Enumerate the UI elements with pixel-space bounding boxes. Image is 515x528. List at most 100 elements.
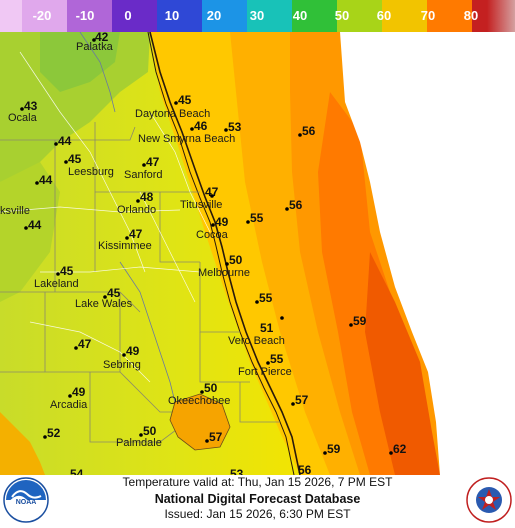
city-label-cocoa: Cocoa	[196, 229, 229, 241]
temp-value: 54	[70, 467, 84, 475]
temp-value: 50	[143, 424, 157, 438]
city-label-daytona-beach: Daytona Beach	[135, 108, 210, 120]
noaa-logo-text: NOAA	[16, 499, 37, 506]
temp-value: 56	[302, 124, 316, 138]
city-label-ocala: Ocala	[8, 112, 38, 124]
city-marker	[280, 316, 284, 320]
temp-value: 45	[107, 286, 121, 300]
issued-time-text: Issued: Jan 15 2026, 6:30 PM EST	[164, 507, 351, 521]
city-label-gainesville: inesville	[0, 32, 39, 35]
city-markers	[20, 38, 393, 455]
city-marker	[349, 323, 353, 327]
temp-value: 44	[58, 134, 72, 148]
city-marker	[64, 160, 68, 164]
legend-label: 40	[292, 8, 308, 23]
legend-label: 30	[249, 8, 265, 23]
temp-value: 56	[289, 198, 303, 212]
city-marker	[122, 353, 126, 357]
temp-value: 49	[72, 385, 86, 399]
cool-region-north	[0, 32, 150, 182]
city-label-melbourne: Melbourne	[198, 267, 250, 279]
city-label-brooksville: ksville	[0, 205, 30, 217]
legend-segment	[337, 0, 382, 32]
city-label-arcadia: Arcadia	[50, 399, 88, 411]
city-marker	[174, 101, 178, 105]
roads	[0, 51, 211, 383]
city-marker	[54, 142, 58, 146]
noaa-logo-graphic: NOAA	[3, 477, 49, 523]
city-marker	[56, 272, 60, 276]
temp-value: 47	[146, 155, 160, 169]
city-marker	[224, 128, 228, 132]
temp-value: 53	[228, 120, 242, 134]
city-label-titusville: Titusville	[180, 199, 222, 211]
city-marker	[323, 451, 327, 455]
legend-label: -20	[32, 8, 52, 23]
database-title: National Digital Forecast Database	[154, 492, 361, 506]
legend-label: 50	[334, 8, 350, 23]
legend-segment	[202, 0, 247, 32]
city-marker	[266, 361, 270, 365]
city-marker	[125, 236, 129, 240]
temp-value: 55	[259, 291, 273, 305]
legend-segment	[427, 0, 472, 32]
temp-value: 42	[95, 32, 109, 44]
temp-value: 45	[178, 93, 192, 107]
legend-label: 0	[124, 8, 132, 23]
coastline	[149, 32, 301, 475]
city-label-palmdale: Palmdale	[116, 437, 162, 449]
city-marker	[103, 295, 107, 299]
legend-label: 20	[206, 8, 222, 23]
temp-value: 57	[209, 430, 223, 444]
nws-logo-graphic	[466, 477, 512, 523]
lake-okeechobee	[169, 393, 231, 451]
city-marker	[291, 402, 295, 406]
city-label-kissimmee: Kissimmee	[98, 240, 152, 252]
temp-value: 48	[140, 190, 154, 204]
city-marker	[92, 38, 96, 42]
temp-value: 59	[327, 442, 341, 456]
city-marker	[298, 133, 302, 137]
legend-label: 60	[376, 8, 392, 23]
inner-coastline	[147, 32, 295, 475]
legend-label: 70	[420, 8, 436, 23]
temp-value: 49	[215, 215, 229, 229]
temp-value: 55	[270, 352, 284, 366]
city-label-vero-beach: Vero Beach	[228, 335, 285, 347]
temp-value: 51	[260, 321, 274, 335]
city-label-okeechobee: Okeechobee	[168, 395, 230, 407]
no-data-region	[340, 32, 515, 475]
temperature-map[interactable]: inesville Palatka Ocala Daytona Beach Ne…	[0, 32, 515, 475]
map-footer: NOAA Temperature valid at: Thu, Jan 15 2…	[0, 475, 515, 525]
temp-value: 62	[393, 442, 407, 456]
temp-value: 43	[24, 99, 38, 113]
legend-segment	[157, 0, 202, 32]
temp-value: 56	[298, 463, 312, 475]
city-marker	[24, 226, 28, 230]
city-marker	[210, 194, 214, 198]
city-marker	[142, 163, 146, 167]
temp-value: 44	[28, 218, 42, 232]
legend-segment	[292, 0, 337, 32]
city-marker	[285, 207, 289, 211]
city-label-leesburg: Leesburg	[68, 166, 114, 178]
city-label-new-smyrna-beach: New Smyrna Beach	[138, 133, 235, 145]
temperature-color-legend: -20 -10 0 10 20 30 40 50 60 70 80	[0, 0, 515, 32]
city-marker	[139, 433, 143, 437]
city-marker	[20, 107, 24, 111]
city-label-sebring: Sebring	[103, 359, 141, 371]
temp-value: 45	[68, 152, 82, 166]
valid-time-text: Temperature valid at: Thu, Jan 15 2026, …	[122, 475, 393, 489]
city-label-lakeland: Lakeland	[34, 278, 79, 290]
city-label-lake-wales: Lake Wales	[75, 298, 133, 310]
legend-segment	[67, 0, 112, 32]
legend-segment	[112, 0, 157, 32]
temp-value: 57	[295, 393, 309, 407]
temp-value: 49	[126, 344, 140, 358]
legend-label: 80	[463, 8, 479, 23]
city-marker	[190, 127, 194, 131]
city-marker	[200, 390, 204, 394]
legend-segment	[247, 0, 292, 32]
temp-value: 50	[204, 381, 218, 395]
city-label-orlando: Orlando	[117, 204, 156, 216]
